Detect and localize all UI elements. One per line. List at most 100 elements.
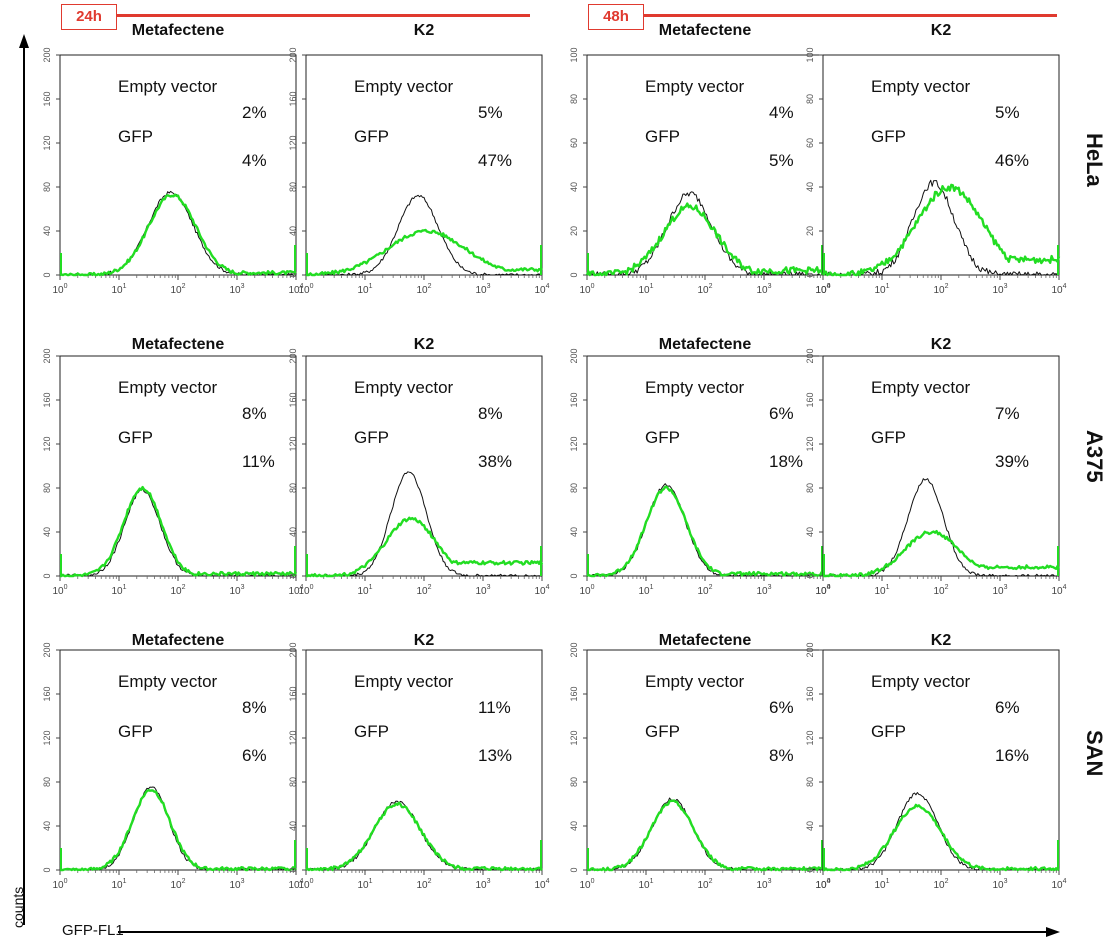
x-tick-label: 100 <box>52 584 67 597</box>
x-tick-label: 102 <box>697 584 712 597</box>
empty-vector-percent: 8% <box>242 698 267 717</box>
y-tick-label: 120 <box>569 436 579 451</box>
y-tick-label: 80 <box>805 483 815 493</box>
y-tick-label: 200 <box>805 642 815 657</box>
x-tick-label: 102 <box>170 584 185 597</box>
x-tick-exponent: 1 <box>369 878 373 885</box>
empty-vector-label: Empty vector <box>645 378 745 397</box>
empty-vector-label: Empty vector <box>645 77 745 96</box>
x-tick-label: 102 <box>170 878 185 891</box>
gfp-label: GFP <box>645 127 680 146</box>
x-tick-label: 101 <box>111 584 126 597</box>
y-tick-label: 200 <box>42 348 52 363</box>
panel-title: K2 <box>930 22 952 39</box>
gfp-label: GFP <box>871 722 906 741</box>
x-tick-label: 103 <box>992 878 1007 891</box>
y-tick-label: 120 <box>42 730 52 745</box>
gfp-curve <box>586 485 825 578</box>
empty-vector-label: Empty vector <box>871 672 971 691</box>
y-tick-label: 40 <box>569 527 579 537</box>
plot-frame <box>586 649 824 871</box>
x-tick-label: 103 <box>756 283 771 296</box>
histogram-plot: 0 40 80 120 160 200 100 101 102 103 1 0 4 <box>42 348 304 597</box>
empty-vector-percent: 4% <box>769 103 794 122</box>
x-tick-exponent: 1 <box>369 283 373 290</box>
y-tick-label: 100 <box>805 47 815 62</box>
empty-vector-label: Empty vector <box>118 378 218 397</box>
x-tick-label: 100 <box>52 878 67 891</box>
x-tick-label: 104 <box>1051 878 1066 891</box>
empty-vector-percent: 2% <box>242 103 267 122</box>
x-tick-exponent: 0 <box>591 283 595 290</box>
x-tick-exponent: 1 <box>123 584 127 591</box>
y-tick-label: 200 <box>805 348 815 363</box>
y-tick-label: 160 <box>42 686 52 701</box>
empty-vector-percent: 5% <box>478 103 503 122</box>
y-tick-label: 160 <box>288 392 298 407</box>
x-tick-label: 103 <box>475 878 490 891</box>
x-tick-exponent: 2 <box>428 584 432 591</box>
x-tick-exponent: 1 <box>886 283 890 290</box>
x-tick-exponent: 4 <box>827 283 831 290</box>
x-tick-label: 101 <box>638 283 653 296</box>
x-tick-exponent: 2 <box>945 584 949 591</box>
x-tick-exponent: 3 <box>487 283 491 290</box>
x-tick-exponent: 2 <box>945 283 949 290</box>
x-tick-exponent: 4 <box>546 584 550 591</box>
panel-title: Metafectene <box>658 632 752 649</box>
x-tick-exponent: 3 <box>1004 283 1008 290</box>
plot-frame <box>59 649 297 871</box>
gfp-label: GFP <box>118 722 153 741</box>
y-tick-label: 120 <box>805 436 815 451</box>
y-tick-label: 0 <box>42 573 52 578</box>
y-tick-label: 0 <box>288 573 298 578</box>
x-tick-label: 103 <box>475 283 490 296</box>
x-tick-exponent: 2 <box>182 878 186 885</box>
x-tick-exponent: 3 <box>241 283 245 290</box>
x-tick-exponent: 2 <box>182 584 186 591</box>
y-tick-label: 80 <box>569 777 579 787</box>
x-tick-label: 101 <box>874 584 889 597</box>
x-tick-exponent: 1 <box>886 878 890 885</box>
gfp-label: GFP <box>645 428 680 447</box>
x-tick-exponent: 0 <box>64 878 68 885</box>
histogram-plot: 0 40 80 120 160 200 100 101 102 103 1 0 4 <box>42 47 304 296</box>
gfp-label: GFP <box>871 428 906 447</box>
gfp-label: GFP <box>354 127 389 146</box>
y-tick-label: 200 <box>288 348 298 363</box>
x-tick-label: 103 <box>992 283 1007 296</box>
panel-title: Metafectene <box>131 336 225 353</box>
y-tick-label: 160 <box>569 686 579 701</box>
empty-vector-label: Empty vector <box>871 378 971 397</box>
y-tick-label: 160 <box>805 686 815 701</box>
x-tick-label: 103 <box>992 584 1007 597</box>
empty-vector-label: Empty vector <box>354 77 454 96</box>
x-tick-label: 103 <box>475 584 490 597</box>
x-tick-label: 101 <box>111 283 126 296</box>
empty-vector-curve <box>59 488 297 577</box>
y-tick-label: 40 <box>805 182 815 192</box>
y-tick-label: 120 <box>805 730 815 745</box>
x-tick-label: 101 <box>357 283 372 296</box>
x-tick-exponent: 3 <box>768 584 772 591</box>
y-tick-label: 40 <box>42 226 52 236</box>
y-tick-label: 80 <box>569 94 579 104</box>
x-tick-exponent: 3 <box>241 878 245 885</box>
y-tick-label: 40 <box>805 821 815 831</box>
y-tick-label: 0 <box>805 573 815 578</box>
y-tick-label: 160 <box>42 91 52 106</box>
x-tick-exponent: 2 <box>428 283 432 290</box>
y-tick-label: 40 <box>288 226 298 236</box>
x-tick-exponent: 2 <box>709 584 713 591</box>
x-axis-arrowhead <box>1046 927 1060 937</box>
x-tick-label: 102 <box>933 584 948 597</box>
gfp-percent: 38% <box>478 452 513 471</box>
x-tick-exponent: 4 <box>300 878 304 885</box>
x-tick-exponent: 0 <box>591 584 595 591</box>
empty-vector-curve <box>306 471 543 577</box>
y-tick-label: 120 <box>42 135 52 150</box>
gfp-percent: 8% <box>769 746 794 765</box>
y-tick-label: 40 <box>569 821 579 831</box>
x-tick-label: 102 <box>697 283 712 296</box>
